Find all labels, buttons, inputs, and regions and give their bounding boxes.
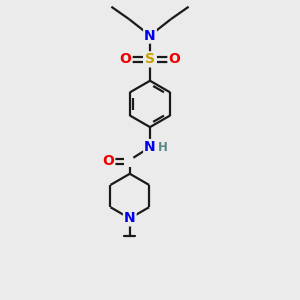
Text: N: N bbox=[124, 212, 136, 225]
Text: N: N bbox=[144, 140, 156, 154]
Text: O: O bbox=[120, 52, 132, 66]
Text: N: N bbox=[144, 28, 156, 43]
Text: S: S bbox=[145, 52, 155, 66]
Text: H: H bbox=[158, 140, 167, 154]
Text: O: O bbox=[103, 154, 114, 168]
Text: O: O bbox=[168, 52, 180, 66]
